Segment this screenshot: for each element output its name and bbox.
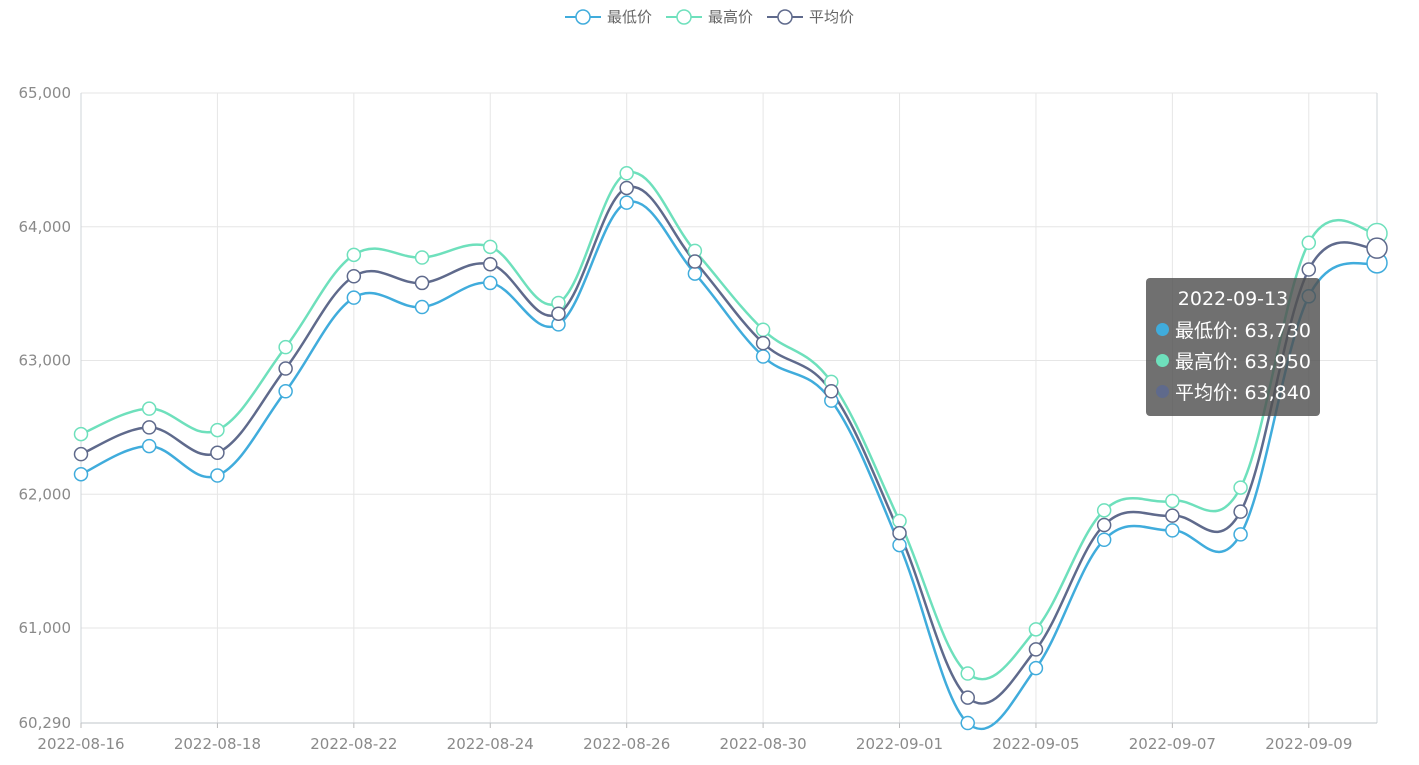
tooltip-text-avg: 平均价: 63,840 — [1175, 382, 1311, 404]
point-max-price-2 — [210, 422, 225, 438]
series-line-max-price — [80, 171, 1378, 681]
tooltip-row-max: 最高价: 63,950 — [1156, 345, 1320, 376]
x-tick-label-2: 2022-08-18 — [174, 735, 261, 753]
chart-legend: 最低价 最高价 平均价 — [0, 6, 1419, 27]
legend-label-max-price: 最高价 — [707, 8, 753, 26]
point-avg-price-9 — [687, 254, 703, 269]
y-tick-label-1: 61,000 — [19, 619, 72, 637]
point-min-price-17 — [1233, 527, 1248, 542]
point-max-price-14 — [1028, 622, 1044, 637]
point-avg-price-2 — [210, 445, 225, 461]
tooltip-dot-avg — [1156, 385, 1169, 398]
point-avg-price-17 — [1233, 504, 1248, 519]
tooltip-dot-min — [1156, 323, 1169, 336]
point-avg-price-4 — [346, 268, 362, 284]
tooltip-row-min: 最低价: 63,730 — [1156, 314, 1320, 345]
point-min-price-10 — [755, 349, 771, 364]
point-avg-price-16 — [1165, 508, 1180, 523]
tooltip-row-avg: 平均价: 63,840 — [1156, 376, 1320, 407]
point-max-price-18 — [1301, 235, 1317, 251]
point-min-price-15 — [1096, 532, 1112, 548]
point-avg-price-8 — [619, 180, 634, 196]
y-tick-label-3: 63,000 — [19, 352, 72, 370]
x-tick-label-0: 2022-08-16 — [37, 735, 124, 753]
point-min-price-2 — [210, 468, 225, 483]
point-avg-price-14 — [1028, 642, 1044, 657]
legend-max-price-icon — [665, 8, 702, 25]
point-avg-price-6 — [483, 256, 498, 272]
point-max-price-13 — [960, 666, 975, 681]
point-max-price-10 — [755, 322, 771, 338]
y-tick-label-4: 64,000 — [19, 218, 72, 236]
point-min-price-4 — [346, 290, 362, 305]
x-tick-label-6: 2022-08-24 — [447, 735, 534, 753]
point-avg-price-12 — [892, 525, 907, 541]
point-avg-price-1 — [141, 420, 157, 435]
series-line-avg-price — [80, 185, 1378, 705]
x-tick-label-14: 2022-09-05 — [992, 735, 1079, 753]
x-tick-label-16: 2022-09-07 — [1129, 735, 1216, 753]
tooltip-text-min: 最低价: 63,730 — [1175, 320, 1311, 342]
point-max-price-3 — [278, 339, 293, 355]
point-min-price-12 — [892, 537, 907, 553]
point-avg-price-3 — [278, 361, 293, 376]
x-tick-label-18: 2022-09-09 — [1265, 735, 1352, 753]
legend-min-price-icon — [564, 8, 601, 25]
point-avg-price-0 — [73, 446, 89, 462]
tooltip-text-max: 最高价: 63,950 — [1175, 351, 1311, 373]
point-avg-price-5 — [414, 275, 430, 291]
point-avg-price-18 — [1301, 262, 1317, 277]
point-max-price-12 — [892, 513, 907, 529]
point-max-price-1 — [141, 401, 157, 416]
legend-avg-price-icon — [767, 8, 803, 25]
point-avg-price-13 — [960, 690, 975, 705]
point-max-price-16 — [1165, 493, 1180, 509]
x-tick-label-10: 2022-08-30 — [720, 735, 807, 753]
point-min-price-6 — [483, 275, 498, 291]
x-tick-label-8: 2022-08-26 — [583, 735, 670, 753]
point-min-price-13 — [960, 715, 975, 731]
tooltip-dot-max — [1156, 354, 1169, 367]
point-min-price-14 — [1028, 660, 1044, 676]
point-min-price-0 — [73, 466, 89, 482]
legend-item-max-price[interactable]: 最高价 — [665, 6, 753, 27]
point-avg-price-7 — [551, 306, 566, 321]
legend-item-avg-price[interactable]: 平均价 — [767, 6, 854, 27]
tooltip-date: 2022-09-13 — [1177, 288, 1289, 310]
point-max-price-4 — [346, 247, 362, 263]
point-min-price-16 — [1165, 523, 1180, 538]
legend-label-avg-price: 平均价 — [809, 8, 855, 26]
point-min-price-8 — [619, 195, 634, 210]
legend-label-min-price: 最低价 — [606, 8, 652, 26]
point-max-price-6 — [483, 239, 498, 255]
point-max-price-17 — [1233, 480, 1248, 495]
point-avg-price-15 — [1096, 517, 1112, 533]
point-min-price-9 — [687, 266, 703, 281]
point-min-price-3 — [278, 384, 293, 399]
x-tick-label-4: 2022-08-22 — [310, 735, 397, 753]
point-max-price-15 — [1096, 503, 1112, 518]
y-tick-label-0: 60,290 — [19, 714, 72, 732]
x-tick-label-12: 2022-09-01 — [856, 735, 943, 753]
point-max-price-8 — [619, 166, 634, 181]
point-max-price-0 — [73, 426, 89, 442]
point-avg-price-19 — [1366, 237, 1388, 259]
point-avg-price-11 — [824, 384, 839, 399]
point-min-price-1 — [141, 438, 157, 454]
y-tick-label-2: 62,000 — [19, 485, 72, 503]
legend-item-min-price[interactable]: 最低价 — [564, 6, 652, 27]
chart-tooltip: 2022-09-13 最低价: 63,730 最高价: 63,950 平均价: … — [1146, 278, 1320, 416]
y-tick-label-5: 65,000 — [19, 84, 72, 102]
point-avg-price-10 — [755, 335, 771, 351]
point-max-price-5 — [414, 250, 430, 265]
point-min-price-5 — [414, 299, 430, 315]
